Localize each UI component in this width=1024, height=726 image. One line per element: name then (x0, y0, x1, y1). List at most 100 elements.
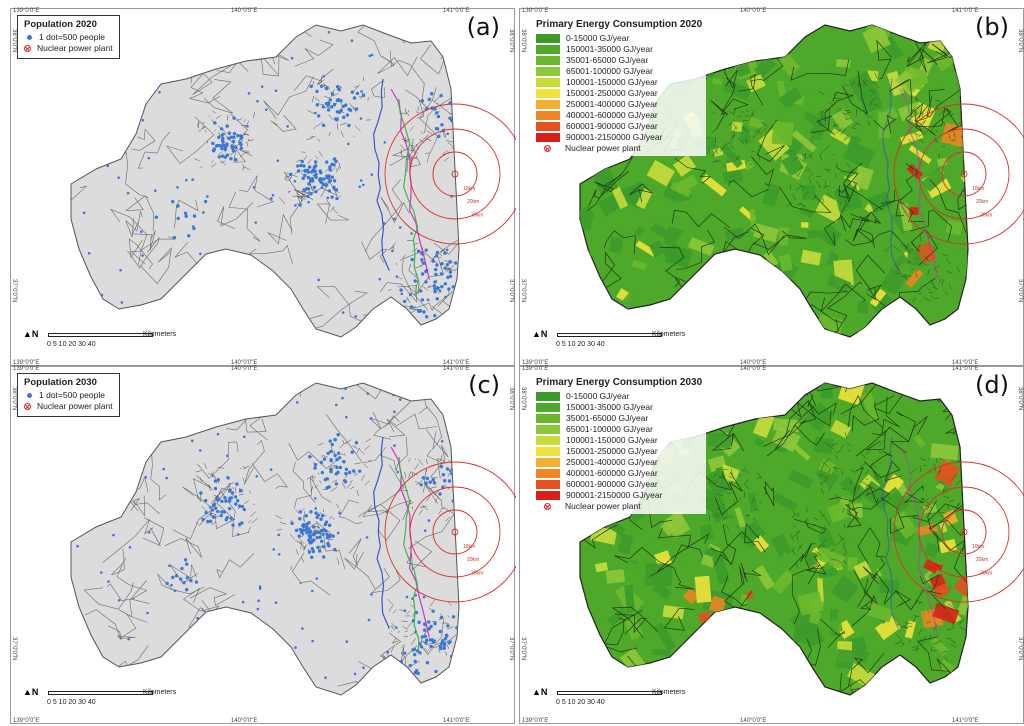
legend-class-item: 100001-150000 GJ/year (536, 77, 702, 88)
ring-label: 20km (976, 199, 988, 205)
evacuation-ring (384, 461, 516, 603)
longitude-tick: 139°0'0"E (522, 718, 549, 724)
evacuation-ring (432, 151, 478, 197)
ring-label: 30km (471, 571, 483, 577)
north-arrow-icon: ▲N (532, 687, 548, 697)
legend-title-c: Population 2030 (24, 377, 97, 388)
latitude-tick: 38°0'0"N (508, 387, 514, 411)
ring-label: 20km (976, 557, 988, 563)
longitude-tick: 140°0'0"E (231, 718, 258, 724)
class-swatch (536, 78, 560, 87)
latitude-tick: 37°0'0"N (1017, 637, 1023, 661)
longitude-tick: 140°0'0"E (740, 360, 767, 366)
evacuation-ring (918, 486, 1010, 578)
legend-class-item: 250001-400000 GJ/year (536, 99, 702, 110)
legend-b: Primary Energy Consumption 2020 0-15000 … (532, 17, 707, 156)
map-canvas-c: 10km 20km 30km (70, 382, 516, 696)
longitude-tick: 141°0'0"E (443, 8, 470, 14)
longitude-tick: 141°0'0"E (443, 360, 470, 366)
longitude-tick: 141°0'0"E (443, 718, 470, 724)
evacuation-ring (409, 486, 501, 578)
scale-units: Kilometers (652, 331, 686, 338)
legend-classes-b: 0-15000 GJ/year 150001-35000 GJ/year 35001… (536, 33, 702, 154)
latitude-tick: 38°0'0"N (1017, 29, 1023, 53)
north-arrow-icon: ▲N (23, 329, 39, 339)
legend-class-item: 35001-65000 GJ/year (536, 55, 702, 66)
ring-label: 30km (980, 213, 992, 219)
class-swatch (536, 414, 560, 423)
north-arrow-icon: ▲N (532, 329, 548, 339)
nuclear-plant-icon (544, 145, 551, 152)
ring-label: 30km (980, 571, 992, 577)
class-swatch (536, 491, 560, 500)
longitude-tick: 140°0'0"E (740, 366, 767, 372)
scale-numbers: 0 5 10 20 30 40 (47, 341, 96, 348)
legend-title-a: Population 2020 (24, 19, 97, 30)
legend-a: Population 2020 1 dot=500 people Nuclear… (17, 15, 120, 59)
map-panel-d: 10km 20km 30km (d) Primary Energy Consumpt… (519, 366, 1024, 724)
scale-bar-line (557, 333, 662, 337)
nuclear-plant-icon (24, 45, 31, 52)
nuclear-plant-marker (451, 170, 459, 178)
latitude-tick: 38°0'0"N (11, 387, 17, 411)
class-swatch (536, 425, 560, 434)
evacuation-ring (941, 509, 987, 555)
legend-class-item: 250001-400000 GJ/year (536, 457, 702, 468)
prefecture-region (70, 382, 460, 696)
population-dot-icon (27, 393, 32, 398)
latitude-tick: 38°0'0"N (520, 29, 526, 53)
class-swatch (536, 403, 560, 412)
legend-item-npp: Nuclear power plant (536, 143, 702, 154)
legend-class-item: 150001-250000 GJ/year (536, 88, 702, 99)
scale-bar-line (48, 333, 153, 337)
longitude-tick: 139°0'0"E (13, 718, 40, 724)
nuclear-plant-icon (24, 403, 31, 410)
class-swatch (536, 34, 560, 43)
longitude-tick: 140°0'0"E (740, 718, 767, 724)
ring-label: 30km (471, 213, 483, 219)
evacuation-ring (409, 128, 501, 220)
legend-class-item: 65001-100000 GJ/year (536, 66, 702, 77)
nuclear-plant-marker (960, 170, 968, 178)
longitude-tick: 139°0'0"E (13, 366, 40, 372)
longitude-tick: 140°0'0"E (231, 366, 258, 372)
legend-title-b: Primary Energy Consumption 2020 (536, 19, 703, 30)
latitude-tick: 38°0'0"N (508, 29, 514, 53)
map-canvas-a: 10km 20km 30km (70, 24, 516, 338)
legend-class-item: 150001-35000 GJ/year (536, 402, 702, 413)
legend-item-dot-a: 1 dot=500 people (24, 32, 113, 43)
class-swatch (536, 89, 560, 98)
legend-class-item: 35001-65000 GJ/year (536, 413, 702, 424)
map-panel-c: 10km 20km 30km (c) Population 2030 1 dot=5… (10, 366, 516, 724)
legend-class-item: 65001-100000 GJ/year (536, 424, 702, 435)
panel-label-d: (d) (975, 371, 1009, 399)
ring-label: 20km (467, 557, 479, 563)
legend-item-npp-a: Nuclear power plant (24, 43, 113, 54)
legend-class-item: 0-15000 GJ/year (536, 391, 702, 402)
nuclear-plant-marker (451, 528, 459, 536)
legend-class-item: 400001-600000 GJ/year (536, 468, 702, 479)
ring-label: 10km (463, 186, 475, 192)
legend-class-item: 600001-900000 GJ/year (536, 479, 702, 490)
nuclear-plant-icon (544, 503, 551, 510)
latitude-tick: 37°0'0"N (508, 279, 514, 303)
legend-class-item: 0-15000 GJ/year (536, 33, 702, 44)
evacuation-ring (893, 461, 1024, 603)
class-swatch (536, 111, 560, 120)
longitude-tick: 139°0'0"E (522, 360, 549, 366)
legend-classes-d: 0-15000 GJ/year 150001-35000 GJ/year 35001… (536, 391, 702, 512)
scale-bar: ▲N Kilometers 0 5 10 20 30 40 (23, 687, 176, 713)
legend-item-npp: Nuclear power plant (536, 501, 702, 512)
municipality-layer (580, 25, 968, 337)
legend-title-d: Primary Energy Consumption 2030 (536, 377, 703, 388)
latitude-tick: 38°0'0"N (520, 387, 526, 411)
class-swatch (536, 447, 560, 456)
longitude-tick: 139°0'0"E (13, 8, 40, 14)
latitude-tick: 37°0'0"N (1017, 279, 1023, 303)
latitude-tick: 37°0'0"N (11, 637, 17, 661)
map-panel-a: 10km 20km 30km (a) Population 2020 1 dot=5… (10, 8, 516, 366)
scale-bar: ▲N Kilometers 0 5 10 20 30 40 (532, 329, 686, 355)
class-swatch (536, 392, 560, 401)
scale-bar-line (557, 691, 662, 695)
legend-class-item: 150001-250000 GJ/year (536, 446, 702, 457)
